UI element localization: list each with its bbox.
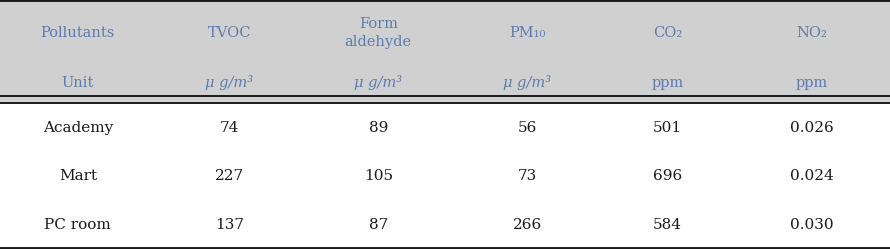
Text: Academy: Academy: [43, 121, 113, 135]
Text: μ g/m³: μ g/m³: [354, 75, 402, 90]
Text: 89: 89: [368, 121, 388, 135]
Text: PC room: PC room: [44, 218, 111, 232]
Text: 501: 501: [653, 121, 682, 135]
Bar: [0, 0, 890, 103]
Text: NO₂: NO₂: [797, 26, 828, 40]
Bar: [0, 103, 890, 249]
Text: PM₁₀: PM₁₀: [509, 26, 546, 40]
Text: Pollutants: Pollutants: [41, 26, 115, 40]
Text: 74: 74: [220, 121, 239, 135]
Text: 73: 73: [518, 169, 537, 183]
Text: ppm: ppm: [651, 76, 684, 90]
Text: 56: 56: [518, 121, 537, 135]
Text: 0.024: 0.024: [790, 169, 834, 183]
Text: Form
aldehyde: Form aldehyde: [344, 17, 412, 49]
Text: ppm: ppm: [796, 76, 829, 90]
Text: μ g/m³: μ g/m³: [503, 75, 552, 90]
Text: μ g/m³: μ g/m³: [205, 75, 254, 90]
Text: TVOC: TVOC: [207, 26, 251, 40]
Text: 584: 584: [653, 218, 682, 232]
Text: 137: 137: [214, 218, 244, 232]
Text: Unit: Unit: [61, 76, 94, 90]
Text: 266: 266: [513, 218, 542, 232]
Text: 0.026: 0.026: [790, 121, 834, 135]
Text: 227: 227: [214, 169, 244, 183]
Text: 105: 105: [364, 169, 392, 183]
Text: Mart: Mart: [59, 169, 97, 183]
Text: 87: 87: [368, 218, 388, 232]
Text: CO₂: CO₂: [653, 26, 682, 40]
Text: 696: 696: [653, 169, 682, 183]
Text: 0.030: 0.030: [790, 218, 834, 232]
